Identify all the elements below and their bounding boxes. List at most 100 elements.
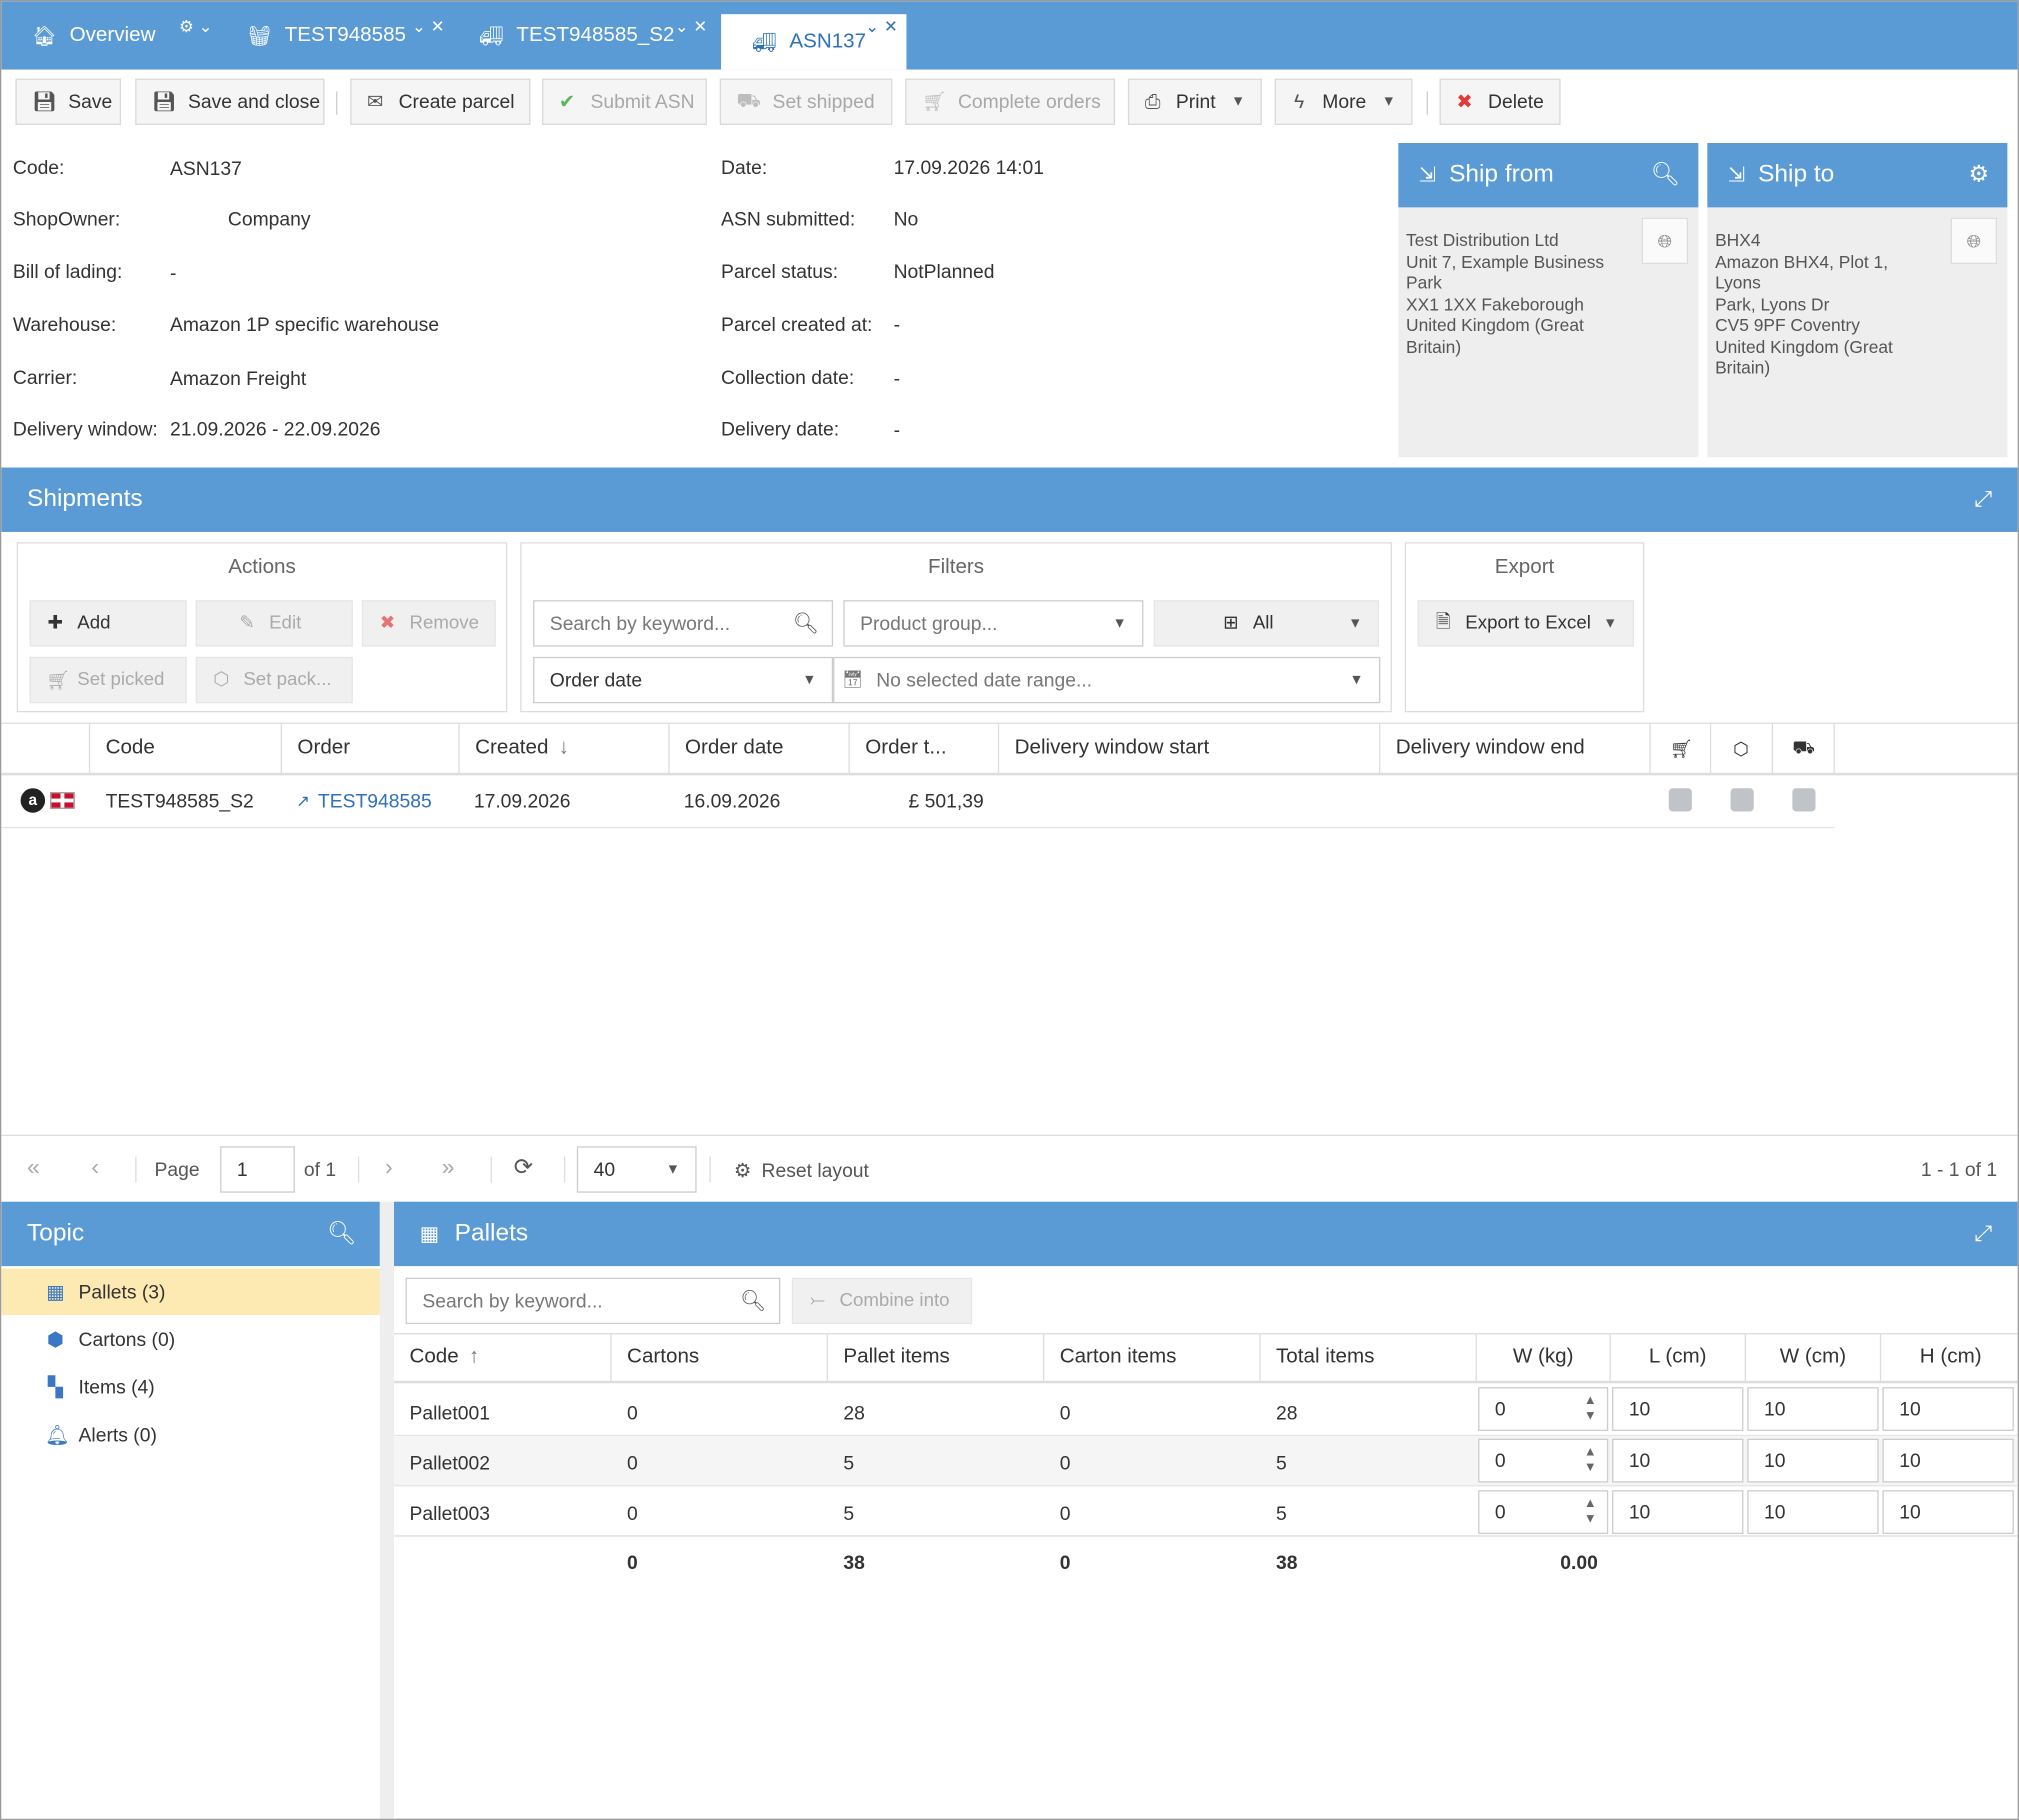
column-picked[interactable]: 🛒︎: [1651, 722, 1712, 775]
column-packed[interactable]: ⬡: [1711, 722, 1774, 775]
complete-orders-button[interactable]: 🛒︎ Complete orders: [905, 78, 1116, 125]
spinner-icon[interactable]: ▲ ▼: [1583, 1496, 1597, 1527]
tiles-icon: ▚: [47, 1376, 63, 1399]
cell-carton-items: 0: [1059, 1502, 1071, 1525]
refresh-icon[interactable]: ⟳: [513, 1154, 534, 1180]
spinner-icon[interactable]: ▲ ▼: [1583, 1393, 1597, 1424]
tab-test948585-s2[interactable]: 🚚︎ TEST948585_S2 ⌄ ✕: [478, 16, 708, 48]
create-parcel-button[interactable]: ✉ Create parcel: [350, 78, 531, 125]
expand-icon[interactable]: ⤢: [1974, 1221, 1992, 1246]
height-input[interactable]: 10: [1882, 1438, 2014, 1483]
sort-asc-icon: ↑: [469, 1345, 480, 1368]
more-button[interactable]: ϟ More ▼: [1274, 78, 1413, 125]
caret-down-icon: ▼: [665, 1161, 680, 1178]
column-code[interactable]: Code ↑: [394, 1333, 612, 1383]
width-input[interactable]: 10: [1747, 1490, 1879, 1535]
print-button[interactable]: ⎙ Print ▼: [1127, 78, 1262, 125]
save-and-close-button[interactable]: 💾︎ Save and close: [135, 78, 325, 125]
product-group-select[interactable]: Product group... ▼: [843, 600, 1144, 647]
column-width-cm[interactable]: W (cm): [1746, 1333, 1882, 1383]
topic-item-cartons[interactable]: ⬢ Cartons (0): [46, 1328, 176, 1352]
edit-button[interactable]: ✎ Edit: [195, 600, 353, 647]
order-date-select[interactable]: Order date ▼: [533, 656, 834, 704]
combine-into-button[interactable]: ⤚ Combine into: [791, 1277, 973, 1325]
column-carton-items[interactable]: Carton items: [1044, 1333, 1261, 1383]
table-row[interactable]: [394, 1386, 2018, 1437]
column-shipped[interactable]: ⛟: [1773, 722, 1835, 775]
topic-item-alerts[interactable]: 🔔︎ Alerts (0): [45, 1423, 157, 1447]
picked-checkbox[interactable]: [1668, 788, 1692, 812]
spinner-icon[interactable]: ▲ ▼: [1583, 1445, 1597, 1475]
tab-test948585[interactable]: 🧺︎ TEST948585 ⌄ ✕: [247, 16, 445, 48]
shipped-checkbox[interactable]: [1792, 788, 1816, 812]
add-button[interactable]: ✚ Add: [29, 600, 187, 647]
column-weight-kg[interactable]: W (kg): [1477, 1333, 1611, 1383]
column-order-date[interactable]: Order date: [670, 722, 850, 775]
length-input[interactable]: 10: [1612, 1387, 1744, 1431]
sort-desc-icon: ↓: [558, 736, 570, 759]
column-cartons[interactable]: Cartons: [612, 1333, 828, 1383]
delete-button[interactable]: ✖ Delete: [1439, 78, 1561, 125]
weight-input[interactable]: 0 ▲ ▼: [1478, 1387, 1609, 1431]
topic-item-items[interactable]: ▚ Items (4): [1, 1364, 380, 1410]
column-order[interactable]: Order: [282, 722, 460, 775]
weight-input[interactable]: 0 ▲ ▼: [1478, 1490, 1609, 1535]
search-input[interactable]: Search by keyword... 🔍︎: [533, 600, 834, 647]
export-to-excel-button[interactable]: 🗎 Export to Excel ▼: [1417, 600, 1634, 647]
globe-icon[interactable]: 🌐︎: [1641, 217, 1689, 265]
column-delivery-window-end[interactable]: Delivery window end: [1380, 722, 1651, 775]
last-page-icon[interactable]: »: [441, 1154, 455, 1180]
width-input[interactable]: 10: [1747, 1387, 1879, 1431]
prev-page-icon[interactable]: ‹: [91, 1154, 100, 1180]
page-number-input[interactable]: 1: [220, 1146, 295, 1193]
date-range-input[interactable]: 📅︎ No selected date range... ▼: [833, 656, 1381, 704]
tab-close-icon[interactable]: ⌄ ✕: [412, 16, 445, 37]
column-created[interactable]: Created ↓: [460, 722, 670, 775]
column-total-items[interactable]: Total items: [1261, 1333, 1477, 1383]
remove-button[interactable]: ✖ Remove: [361, 600, 496, 647]
expand-icon[interactable]: ⤢: [1974, 486, 1992, 512]
save-button[interactable]: 💾︎ Save: [15, 78, 122, 125]
column-order-total[interactable]: Order t...: [850, 722, 1000, 775]
view-all-select[interactable]: ⊞ All ▼: [1153, 600, 1380, 647]
column-code[interactable]: Code: [90, 722, 282, 775]
pallets-search-input[interactable]: Search by keyword... 🔍︎: [405, 1277, 781, 1325]
search-icon[interactable]: 🔍︎: [1650, 161, 1681, 187]
tab-close-icon[interactable]: ⌄ ✕: [865, 16, 898, 37]
tab-overview[interactable]: 🏠︎ Overview ⚙ ⌄: [32, 16, 213, 48]
next-page-icon[interactable]: ›: [384, 1154, 393, 1180]
length-input[interactable]: 10: [1612, 1438, 1744, 1483]
globe-icon[interactable]: 🌐︎: [1950, 217, 1998, 265]
gear-icon[interactable]: ⚙: [1968, 161, 1990, 187]
column-length-cm[interactable]: L (cm): [1611, 1333, 1746, 1383]
set-shipped-button[interactable]: ⛟ Set shipped: [719, 78, 893, 125]
set-picked-button[interactable]: 🛒︎ Set picked: [29, 656, 187, 704]
gear-icon[interactable]: ⚙ ⌄: [178, 16, 213, 37]
height-input[interactable]: 10: [1882, 1387, 2014, 1431]
column-height-cm[interactable]: H (cm): [1919, 1345, 1982, 1368]
submit-asn-button[interactable]: ✔ Submit ASN: [542, 78, 707, 125]
table-row[interactable]: [394, 1486, 2018, 1537]
page-size-select[interactable]: 40 ▼: [576, 1146, 697, 1193]
ship-to-address: BHX4 Amazon BHX4, Plot 1, Lyons Park, Ly…: [1715, 230, 1893, 378]
search-icon[interactable]: 🔍︎: [327, 1219, 357, 1246]
weight-input[interactable]: 0 ▲ ▼: [1478, 1438, 1609, 1483]
reset-layout-button[interactable]: ⚙ Reset layout: [733, 1160, 869, 1183]
topic-item-pallets[interactable]: ▦ Pallets (3): [1, 1268, 380, 1316]
height-input[interactable]: 10: [1882, 1490, 2014, 1535]
length-input[interactable]: 10: [1612, 1490, 1744, 1535]
caret-down-icon: ▼: [1349, 672, 1364, 688]
tab-close-icon[interactable]: ⌄ ✕: [674, 16, 708, 37]
splitter[interactable]: [379, 1201, 395, 1819]
first-page-icon[interactable]: «: [27, 1154, 40, 1180]
width-input[interactable]: 10: [1747, 1438, 1879, 1483]
tab-asn137[interactable]: 🚚︎ ASN137 ⌄ ✕: [721, 14, 907, 70]
search-icon: 🔍︎: [739, 1290, 767, 1313]
packed-checkbox[interactable]: [1730, 788, 1754, 812]
cell-order-link[interactable]: ↗ TEST948585: [296, 790, 432, 813]
table-row[interactable]: [394, 1436, 2018, 1487]
column-pallet-items[interactable]: Pallet items: [828, 1333, 1045, 1383]
table-row[interactable]: [1, 777, 1835, 829]
set-pack-button[interactable]: ⬡ Set pack...: [195, 656, 353, 704]
column-delivery-window-start[interactable]: Delivery window start: [999, 722, 1381, 775]
